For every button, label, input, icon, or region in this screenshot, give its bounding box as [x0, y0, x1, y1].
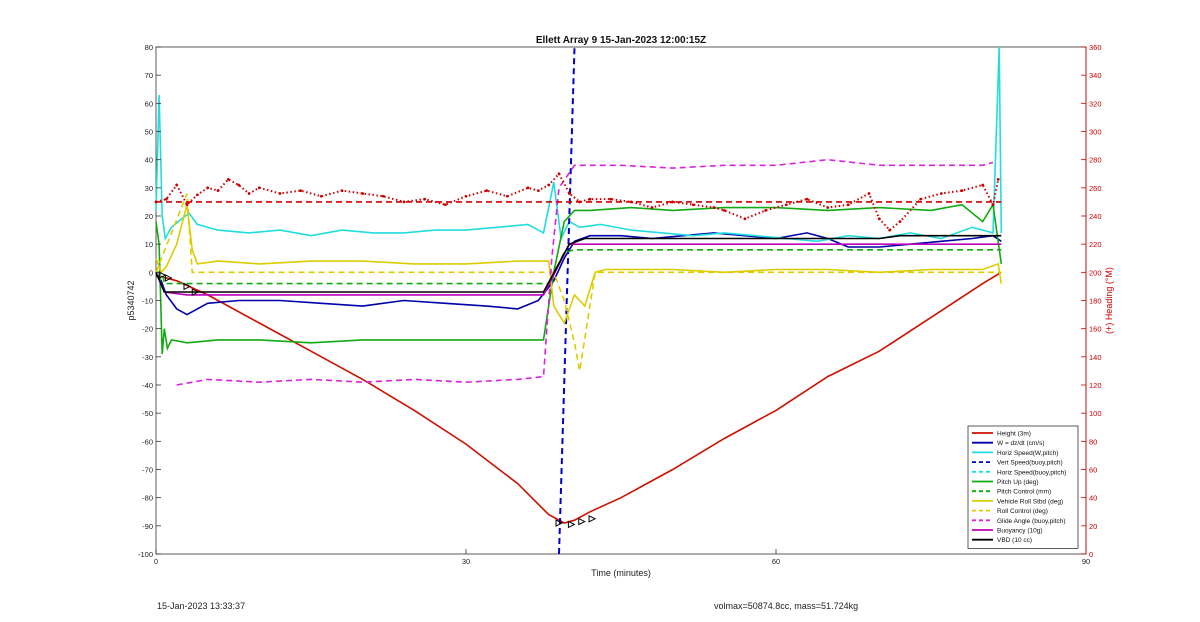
y2-tick-label: 120 [1089, 381, 1102, 390]
legend-entry: Buoyancy (10g) [997, 528, 1043, 535]
y2-tick-label: 200 [1089, 268, 1102, 277]
series-line [155, 193, 1002, 372]
series-line [558, 46, 576, 555]
series-line [155, 234, 1002, 293]
y-tick-label: 20 [145, 212, 153, 221]
series-point [996, 177, 1000, 181]
y2-axis-label: (+) Heading (°M) [1104, 267, 1114, 334]
x-tick-label: 0 [154, 557, 158, 566]
y-tick-label: -50 [142, 409, 153, 418]
y-tick-label: 10 [145, 240, 153, 249]
series-line [155, 46, 1003, 243]
y-tick-label: -40 [142, 381, 153, 390]
y2-tick-label: 180 [1089, 297, 1102, 306]
series-point [722, 208, 726, 212]
series-point [237, 183, 241, 187]
series-point [609, 197, 613, 201]
y2-tick-label: 20 [1089, 522, 1097, 531]
y-tick-label: 70 [145, 71, 153, 80]
y2-tick-label: 280 [1089, 156, 1102, 165]
y-tick-label: -60 [142, 437, 153, 446]
y-tick-label: 40 [145, 156, 153, 165]
y-tick-label: 50 [145, 128, 153, 137]
plot-frame [155, 46, 1087, 555]
y-tick-label: -20 [142, 325, 153, 334]
y2-tick-label: 80 [1089, 437, 1097, 446]
series-line [176, 158, 994, 386]
y-tick-label: -80 [142, 494, 153, 503]
y2-tick-label: 140 [1089, 353, 1102, 362]
legend-entry: Glide Angle (buoy,pitch) [997, 518, 1066, 525]
legend-entry: Vert Speed(buoy,pitch) [997, 460, 1063, 467]
series-point [485, 189, 489, 193]
y-tick-label: 60 [145, 99, 153, 108]
series-line [155, 204, 1003, 325]
y2-tick-label: 240 [1089, 212, 1102, 221]
y-tick-label: 30 [145, 184, 153, 193]
series-line [155, 243, 1002, 296]
y2-tick-label: 220 [1089, 240, 1102, 249]
turn-marker [158, 271, 167, 279]
series-line [155, 232, 1002, 316]
series-line [155, 271, 1002, 524]
x-axis-label: Time (minutes) [591, 568, 651, 578]
footer-timestamp: 15-Jan-2023 13:33:37 [157, 601, 246, 611]
turn-marker [578, 517, 586, 526]
series-point [381, 194, 385, 198]
y2-tick-label: 40 [1089, 494, 1097, 503]
series-point [164, 197, 168, 201]
series-point [185, 203, 189, 207]
y-tick-label: 80 [145, 43, 153, 52]
y2-tick-label: 100 [1089, 409, 1102, 418]
y-tick-label: -30 [142, 353, 153, 362]
series-line [156, 249, 1002, 285]
turn-marker [555, 519, 564, 527]
series-point [805, 197, 809, 201]
y2-tick-label: 360 [1089, 43, 1102, 52]
y-tick-label: -90 [142, 522, 153, 531]
y-axis-label: p5340742 [126, 280, 136, 320]
x-tick-label: 90 [1082, 557, 1090, 566]
legend-entry: Pitch Up (deg) [997, 479, 1039, 486]
y-tick-label: -100 [138, 550, 153, 559]
legend-entry: Pitch Control (mm) [997, 489, 1051, 496]
legend-entry: Vehicle Roll Stbd (deg) [997, 498, 1063, 505]
series-layer [154, 46, 1003, 555]
turn-marker [567, 520, 576, 529]
y2-tick-label: 160 [1089, 325, 1102, 334]
y-tick-label: -70 [142, 466, 153, 475]
legend-entry: Height (3m) [997, 431, 1031, 438]
legend-entry: VBD (10 cc) [997, 537, 1032, 544]
y2-tick-label: 320 [1089, 99, 1102, 108]
series-point [299, 189, 303, 193]
turn-marker [164, 274, 173, 282]
y2-tick-label: 300 [1089, 128, 1102, 137]
series-point [443, 203, 447, 207]
chart-title: Ellett Array 9 15-Jan-2023 12:00:15Z [536, 35, 706, 46]
legend-box [967, 425, 1079, 549]
legend-entry: W = dz/dt (cm/s) [997, 440, 1045, 447]
y2-tick-label: 340 [1089, 71, 1102, 80]
series-line [155, 202, 1003, 355]
y-tick-label: 0 [149, 268, 153, 277]
y-tick-label: -10 [142, 297, 153, 306]
plot-area [155, 46, 1087, 555]
x-tick-label: 60 [772, 557, 780, 566]
legend-entry: Horiz Speed(W,pitch) [997, 450, 1058, 457]
y2-tick-label: 0 [1089, 550, 1093, 559]
turn-marker [183, 282, 192, 291]
y2-tick-label: 260 [1089, 184, 1102, 193]
axes-layer: 0 30 60 9080706050403020100-10-20-30-40-50-… [138, 43, 1102, 566]
legend-entry: Roll Control (deg) [997, 508, 1048, 515]
x-tick-label: 30 [462, 557, 470, 566]
turn-marker [588, 514, 597, 523]
legend-entry: Horiz Speed(buoy,pitch) [997, 469, 1066, 476]
turn-marker [191, 288, 200, 296]
footer-volmax: volmax=50874.8cc, mass=51.724kg [714, 601, 859, 611]
legend: Height (3m) W = dz/dt (cm/s) Horiz Speed(W… [967, 425, 1079, 549]
y2-tick-label: 60 [1089, 466, 1097, 475]
